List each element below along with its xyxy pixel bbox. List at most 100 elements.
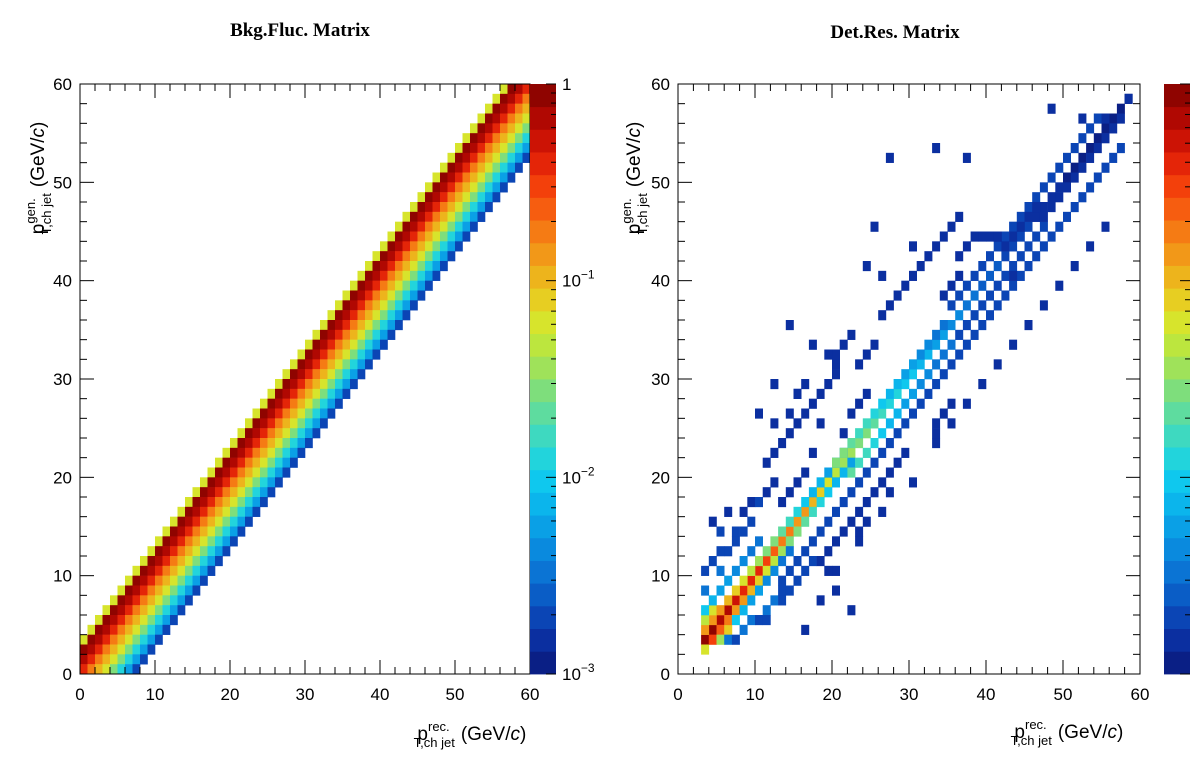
heatmap-cell xyxy=(1086,241,1095,252)
heatmap-cell xyxy=(832,467,840,478)
y-tick-label: 60 xyxy=(53,75,72,94)
heatmap-cell xyxy=(417,270,426,281)
heatmap-cell xyxy=(170,605,178,616)
heatmap-cell xyxy=(893,428,902,439)
heatmap-cell xyxy=(1063,152,1071,163)
colorbar-segment xyxy=(530,129,556,153)
heatmap-cell xyxy=(492,123,501,134)
heatmap-cell xyxy=(755,565,763,576)
heatmap-cell xyxy=(215,546,223,557)
heatmap-cell xyxy=(862,418,871,429)
heatmap-cell xyxy=(470,123,478,134)
heatmap-cell xyxy=(855,526,864,537)
heatmap-cell xyxy=(192,526,201,537)
heatmap-cell xyxy=(893,379,902,390)
heatmap-cell xyxy=(492,182,501,193)
heatmap-cell xyxy=(939,290,948,301)
heatmap-cell xyxy=(162,546,171,557)
colorbar-segment xyxy=(1164,515,1190,539)
heatmap-cell xyxy=(117,615,126,626)
heatmap-cell xyxy=(962,398,971,409)
heatmap-cell xyxy=(125,615,133,626)
heatmap-cell xyxy=(222,477,231,488)
heatmap-cell xyxy=(237,487,246,498)
heatmap-cell xyxy=(708,516,717,527)
heatmap-cell xyxy=(260,487,268,498)
heatmap-cell xyxy=(357,329,366,340)
x-tick-label: 30 xyxy=(296,685,315,704)
heatmap-cell xyxy=(320,339,328,350)
heatmap-cell xyxy=(215,497,223,508)
heatmap-cell xyxy=(222,487,231,498)
heatmap-cell xyxy=(507,93,516,104)
heatmap-cell xyxy=(177,526,186,537)
heatmap-cell xyxy=(230,467,238,478)
heatmap-cell xyxy=(808,398,817,409)
heatmap-cell xyxy=(365,339,373,350)
heatmap-cell xyxy=(237,457,246,468)
heatmap-cell xyxy=(372,300,381,311)
heatmap-cell xyxy=(440,172,448,183)
heatmap-cell xyxy=(95,654,103,665)
svg-text:prec.T,ch jet(GeV/c): prec. T,ch jet (GeV/c) xyxy=(1011,717,1124,748)
heatmap-cell xyxy=(832,565,840,576)
heatmap-cell xyxy=(785,526,794,537)
heatmap-cell xyxy=(701,585,710,596)
heatmap-cell xyxy=(207,536,216,547)
heatmap-cell xyxy=(410,221,418,232)
heatmap-cell xyxy=(260,457,268,468)
heatmap-cell xyxy=(425,231,433,242)
heatmap-cell xyxy=(870,339,879,350)
colorbar-segment xyxy=(530,651,556,675)
heatmap-cell xyxy=(95,624,103,635)
heatmap-cell xyxy=(237,497,246,508)
heatmap-cell xyxy=(252,428,261,439)
heatmap-cell xyxy=(477,211,486,222)
colorbar: 1 10−1 10−2 10−3 xyxy=(530,75,595,684)
heatmap-cell xyxy=(1009,280,1018,291)
heatmap-cell xyxy=(132,644,141,655)
heatmap-cell xyxy=(824,487,833,498)
heatmap-cell xyxy=(440,231,448,242)
heatmap-cell xyxy=(290,457,298,468)
heatmap-cell xyxy=(724,624,733,635)
heatmap-cell xyxy=(357,369,366,380)
heatmap-cell xyxy=(747,546,756,557)
x-tick-label: 10 xyxy=(146,685,165,704)
heatmap-cell xyxy=(492,172,501,183)
heatmap-cell xyxy=(290,379,298,390)
heatmap-cell xyxy=(395,320,403,331)
heatmap-cell xyxy=(305,339,313,350)
colorbar-segment xyxy=(1164,333,1190,357)
heatmap-cell xyxy=(885,467,894,478)
heatmap-cell xyxy=(492,152,501,163)
heatmap-cell xyxy=(110,644,118,655)
heatmap-cell xyxy=(177,546,186,557)
heatmap-cell xyxy=(839,447,848,458)
heatmap-cell xyxy=(335,300,343,311)
heatmap-cell xyxy=(507,123,516,134)
heatmap-cell xyxy=(260,447,268,458)
heatmap-cell xyxy=(222,526,231,537)
heatmap-cell xyxy=(155,536,163,547)
heatmap-cell xyxy=(870,418,879,429)
heatmap-cell xyxy=(731,536,740,547)
heatmap-cell xyxy=(267,438,276,449)
heatmap-cell xyxy=(801,497,810,508)
heatmap-cell xyxy=(275,447,283,458)
heatmap-cell xyxy=(410,300,418,311)
heatmap-cell xyxy=(447,221,456,232)
heatmap-cell xyxy=(793,506,802,517)
heatmap-cell xyxy=(1001,270,1010,281)
colorbar-segment xyxy=(1164,628,1190,652)
heatmap-cell xyxy=(522,84,531,95)
heatmap-cell xyxy=(986,231,994,242)
heatmap-cell xyxy=(275,477,283,488)
heatmap-cell xyxy=(462,152,471,163)
heatmap-cell xyxy=(252,418,261,429)
heatmap-cell xyxy=(470,221,478,232)
heatmap-cell xyxy=(395,300,403,311)
heatmap-cell xyxy=(762,457,771,468)
heatmap-cell xyxy=(245,516,253,527)
heatmap-cell xyxy=(1078,113,1087,124)
